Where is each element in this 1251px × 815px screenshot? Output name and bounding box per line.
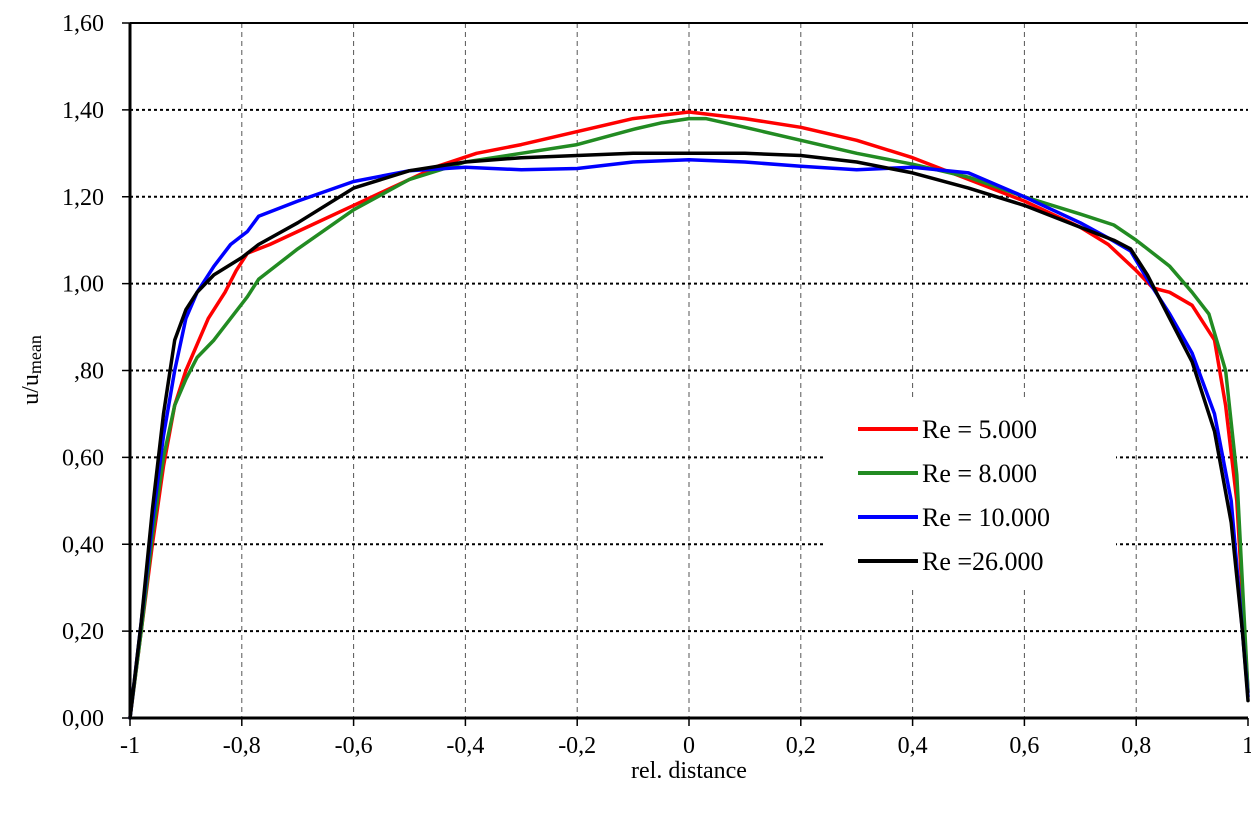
y-tick-label: 1,40 xyxy=(62,98,104,124)
axes xyxy=(128,22,1248,720)
series-line-3 xyxy=(128,151,1250,720)
y-tick-label: 0,40 xyxy=(62,532,104,558)
x-tick-label: -0,4 xyxy=(446,733,484,759)
legend-label: Re = 5.000 xyxy=(922,415,1037,444)
x-tick-label: 1 xyxy=(1242,733,1251,759)
y-axis-title: u/umean xyxy=(18,335,45,405)
x-tick-label: 0,8 xyxy=(1121,733,1151,759)
y-tick-label: ,80 xyxy=(74,359,104,385)
series-line-1 xyxy=(128,116,1250,720)
x-tick-label: 0,2 xyxy=(786,733,816,759)
gridlines xyxy=(122,22,1249,726)
legend-label: Re =26.000 xyxy=(922,547,1044,576)
x-tick-label: -0,8 xyxy=(223,733,261,759)
x-tick-label: 0,6 xyxy=(1009,733,1039,759)
y-tick-label: 1,60 xyxy=(62,11,104,37)
y-axis-title-main: u/u xyxy=(18,374,44,405)
tick-labels: -1 -0,8 -0,6 -0,4 -0,2 0 0,2 0,4 0,6 0,8 1 0,00 0,20… xyxy=(62,11,1251,759)
y-tick-label: 0,60 xyxy=(62,445,104,471)
legend-label: Re = 10.000 xyxy=(922,503,1050,532)
x-tick-label: -1 xyxy=(120,733,140,759)
x-axis-title: rel. distance xyxy=(631,758,747,784)
y-tick-label: 1,00 xyxy=(62,272,104,298)
series-lines xyxy=(128,110,1250,720)
y-tick-label: 0,00 xyxy=(62,706,104,732)
y-axis-title-sub: mean xyxy=(25,335,45,374)
legend-label: Re = 8.000 xyxy=(922,459,1037,488)
x-tick-label: -0,6 xyxy=(335,733,373,759)
y-tick-label: 0,20 xyxy=(62,619,104,645)
x-tick-label: -0,2 xyxy=(558,733,596,759)
y-tick-label: 1,20 xyxy=(62,185,104,211)
legend: Re = 5.000 Re = 8.000 Re = 10.000 Re =26.00… xyxy=(826,398,1116,588)
x-tick-label: 0,4 xyxy=(898,733,928,759)
x-tick-label: 0 xyxy=(683,733,695,759)
